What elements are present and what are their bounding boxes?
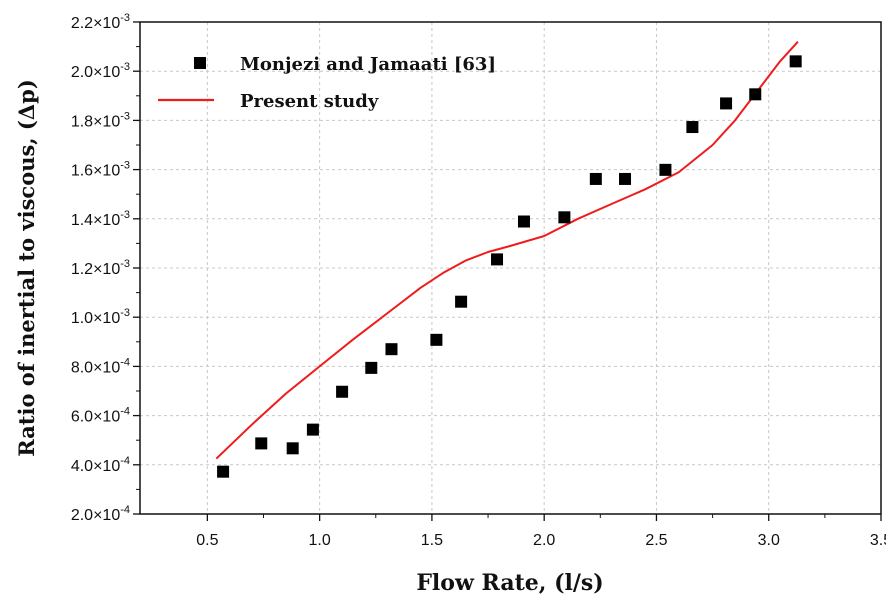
grid [140,22,881,514]
y-tick-label: 4.0×10-4 [71,455,130,475]
y-tick-label: 6.0×10-4 [71,406,130,426]
y-tick-label: 2.2×10-3 [71,12,130,32]
legend-label-present-study: Present study [240,91,379,112]
data-point-monjezi [619,172,632,185]
x-tick-label: 0.5 [196,532,218,549]
data-point-monjezi [286,442,299,455]
x-tick-label: 2.5 [645,532,667,549]
y-tick-label: 1.0×10-3 [71,307,130,327]
data-point-monjezi [686,121,699,134]
data-point-monjezi [306,423,319,436]
y-tick-label: 2.0×10-3 [71,61,130,81]
legend-label-monjezi: Monjezi and Jamaati [63] [240,54,496,75]
y-tick-label: 1.6×10-3 [71,160,130,180]
data-point-monjezi [217,465,230,478]
data-point-monjezi [558,211,571,224]
x-tick-label: 1.0 [309,532,331,549]
data-point-monjezi [255,437,268,450]
legend: Monjezi and Jamaati [63] Present study [158,54,496,112]
y-tick-label: 2.0×10-4 [71,504,130,524]
series [215,41,802,478]
data-point-monjezi [336,385,349,398]
y-tick-label: 8.0×10-4 [71,356,130,376]
y-tick-label: 1.2×10-3 [71,258,130,278]
data-point-monjezi [491,253,504,266]
x-axis: 0.5 1.0 1.5 2.0 2.5 3.0 3.5 [196,514,886,549]
data-point-monjezi [517,215,530,228]
x-tick-label: 2.0 [533,532,555,549]
y-tick-label: 1.4×10-3 [71,209,130,229]
data-point-monjezi [589,172,602,185]
data-point-monjezi [720,97,733,110]
data-point-monjezi [789,55,802,68]
legend-marker-square [194,57,206,69]
data-point-monjezi [385,343,398,356]
x-tick-label: 1.5 [421,532,443,549]
data-point-monjezi [659,163,672,176]
y-axis: 2.0×10-4 4.0×10-4 6.0×10-4 8.0×10-4 1.0×10-3… [71,12,140,524]
data-point-monjezi [430,333,443,346]
data-point-monjezi [365,361,378,374]
y-axis-title: Ratio of inertial to viscous, (Δp) [14,79,39,457]
x-axis-title: Flow Rate, (l/s) [416,570,603,596]
x-tick-label: 3.5 [870,532,886,549]
data-point-monjezi [455,295,468,308]
series-line-present-study [215,41,799,460]
x-tick-label: 3.0 [758,532,780,549]
y-tick-label: 1.8×10-3 [71,110,130,130]
data-point-monjezi [749,88,762,101]
